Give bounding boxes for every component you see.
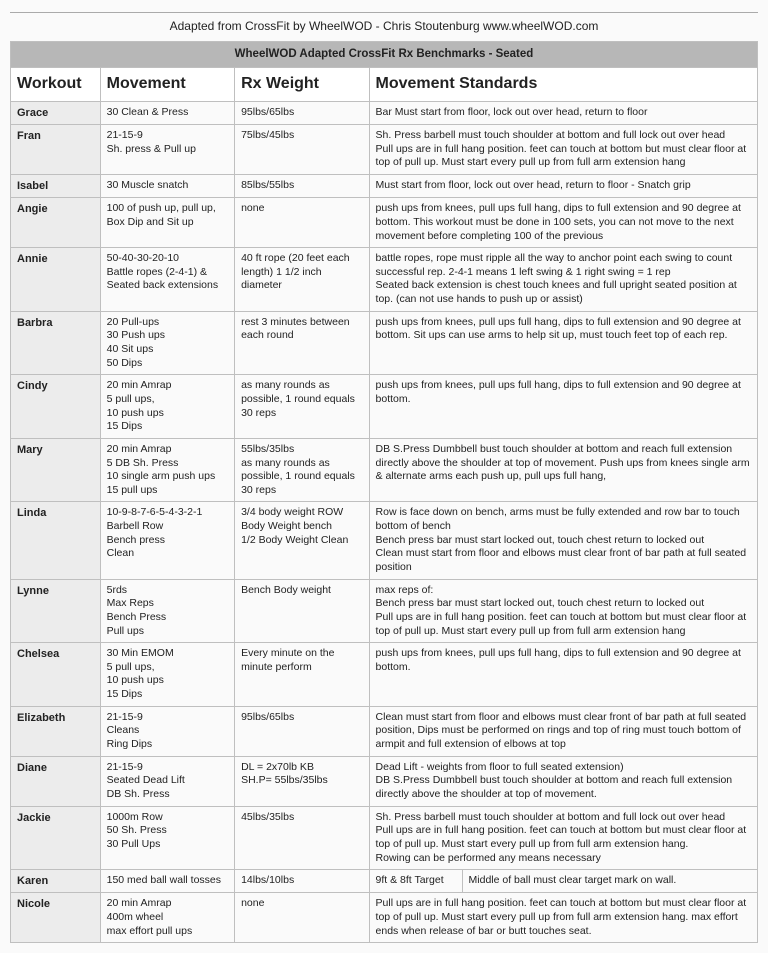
col-rx: Rx Weight (235, 67, 369, 101)
cell-movement: 50-40-30-20-10Battle ropes (2-4-1) & Sea… (100, 248, 234, 312)
cell-movement: 21-15-9CleansRing Dips (100, 706, 234, 756)
benchmarks-table: WheelWOD Adapted CrossFit Rx Benchmarks … (10, 41, 758, 943)
cell-movement: 20 min Amrap5 pull ups,10 push ups15 Dip… (100, 375, 234, 439)
cell-standards: Bar Must start from floor, lock out over… (369, 101, 757, 124)
col-movement: Movement (100, 67, 234, 101)
cell-movement: 20 min Amrap400m wheelmax effort pull up… (100, 893, 234, 943)
cell-standards-right: Middle of ball must clear target mark on… (463, 870, 683, 892)
cell-rx: 3/4 body weight ROWBody Weight bench1/2 … (235, 502, 369, 579)
cell-workout: Elizabeth (11, 706, 101, 756)
cell-rx: 85lbs/55lbs (235, 174, 369, 197)
cell-workout: Isabel (11, 174, 101, 197)
page-title: Adapted from CrossFit by WheelWOD - Chri… (10, 19, 758, 33)
cell-standards: Row is face down on bench, arms must be … (369, 502, 757, 579)
col-workout: Workout (11, 67, 101, 101)
cell-standards: push ups from knees, pull ups full hang,… (369, 198, 757, 248)
cell-movement: 100 of push up, pull up, Box Dip and Sit… (100, 198, 234, 248)
cell-standards: Must start from floor, lock out over hea… (369, 174, 757, 197)
cell-standards: Sh. Press barbell must touch shoulder at… (369, 806, 757, 870)
cell-rx: as many rounds as possible, 1 round equa… (235, 375, 369, 439)
cell-workout: Grace (11, 101, 101, 124)
cell-movement: 30 Min EMOM5 pull ups,10 push ups15 Dips (100, 643, 234, 707)
cell-movement: 30 Clean & Press (100, 101, 234, 124)
cell-rx: none (235, 198, 369, 248)
cell-workout: Annie (11, 248, 101, 312)
cell-movement: 21-15-9Seated Dead LiftDB Sh. Press (100, 756, 234, 806)
cell-rx: 40 ft rope (20 feet each length) 1 1/2 i… (235, 248, 369, 312)
cell-workout: Angie (11, 198, 101, 248)
cell-workout: Nicole (11, 893, 101, 943)
cell-rx: 55lbs/35lbsas many rounds as possible, 1… (235, 438, 369, 502)
cell-rx: rest 3 minutes between each round (235, 311, 369, 375)
cell-workout: Linda (11, 502, 101, 579)
cell-rx: DL = 2x70lb KBSH.P= 55lbs/35lbs (235, 756, 369, 806)
cell-standards: battle ropes, rope must ripple all the w… (369, 248, 757, 312)
table-row: Mary20 min Amrap5 DB Sh. Press10 single … (11, 438, 758, 502)
cell-workout: Fran (11, 125, 101, 175)
cell-workout: Barbra (11, 311, 101, 375)
table-row: Annie50-40-30-20-10Battle ropes (2-4-1) … (11, 248, 758, 312)
cell-rx: Every minute on the minute perform (235, 643, 369, 707)
cell-movement: 20 Pull-ups30 Push ups40 Sit ups50 Dips (100, 311, 234, 375)
table-row: Barbra20 Pull-ups30 Push ups40 Sit ups50… (11, 311, 758, 375)
cell-movement: 5rdsMax RepsBench PressPull ups (100, 579, 234, 643)
cell-workout: Jackie (11, 806, 101, 870)
table-banner: WheelWOD Adapted CrossFit Rx Benchmarks … (11, 42, 758, 68)
col-standards: Movement Standards (369, 67, 757, 101)
table-row: Grace30 Clean & Press95lbs/65lbsBar Must… (11, 101, 758, 124)
cell-standards: max reps of:Bench press bar must start l… (369, 579, 757, 643)
cell-standards: 9ft & 8ft TargetMiddle of ball must clea… (369, 870, 757, 893)
cell-workout: Diane (11, 756, 101, 806)
cell-rx: none (235, 893, 369, 943)
cell-standards: push ups from knees, pull ups full hang,… (369, 375, 757, 439)
cell-standards: Pull ups are in full hang position. feet… (369, 893, 757, 943)
table-row: Fran21-15-9Sh. press & Pull up75lbs/45lb… (11, 125, 758, 175)
table-row: Chelsea30 Min EMOM5 pull ups,10 push ups… (11, 643, 758, 707)
cell-workout: Cindy (11, 375, 101, 439)
cell-standards: Dead Lift - weights from floor to full s… (369, 756, 757, 806)
cell-movement: 20 min Amrap5 DB Sh. Press10 single arm … (100, 438, 234, 502)
table-row: Angie100 of push up, pull up, Box Dip an… (11, 198, 758, 248)
cell-standards-left: 9ft & 8ft Target (370, 870, 463, 892)
table-row: Linda10-9-8-7-6-5-4-3-2-1Barbell RowBenc… (11, 502, 758, 579)
cell-movement: 30 Muscle snatch (100, 174, 234, 197)
cell-standards: push ups from knees, pull ups full hang,… (369, 643, 757, 707)
cell-standards: DB S.Press Dumbbell bust touch shoulder … (369, 438, 757, 502)
cell-movement: 10-9-8-7-6-5-4-3-2-1Barbell RowBench pre… (100, 502, 234, 579)
table-row: Isabel30 Muscle snatch85lbs/55lbsMust st… (11, 174, 758, 197)
table-row: Diane21-15-9Seated Dead LiftDB Sh. Press… (11, 756, 758, 806)
cell-rx: 45lbs/35lbs (235, 806, 369, 870)
cell-workout: Mary (11, 438, 101, 502)
cell-standards: Clean must start from floor and elbows m… (369, 706, 757, 756)
cell-movement: 21-15-9Sh. press & Pull up (100, 125, 234, 175)
cell-rx: 75lbs/45lbs (235, 125, 369, 175)
cell-rx: 14lbs/10lbs (235, 870, 369, 893)
cell-rx: 95lbs/65lbs (235, 101, 369, 124)
table-row: Lynne5rdsMax RepsBench PressPull upsBenc… (11, 579, 758, 643)
cell-rx: Bench Body weight (235, 579, 369, 643)
cell-workout: Chelsea (11, 643, 101, 707)
cell-standards: Sh. Press barbell must touch shoulder at… (369, 125, 757, 175)
cell-rx: 95lbs/65lbs (235, 706, 369, 756)
table-row: Elizabeth21-15-9CleansRing Dips95lbs/65l… (11, 706, 758, 756)
cell-workout: Lynne (11, 579, 101, 643)
cell-movement: 150 med ball wall tosses (100, 870, 234, 893)
table-row: Cindy20 min Amrap5 pull ups,10 push ups1… (11, 375, 758, 439)
cell-workout: Karen (11, 870, 101, 893)
table-row: Nicole20 min Amrap400m wheelmax effort p… (11, 893, 758, 943)
cell-movement: 1000m Row50 Sh. Press30 Pull Ups (100, 806, 234, 870)
cell-standards: push ups from knees, pull ups full hang,… (369, 311, 757, 375)
table-row: Jackie1000m Row50 Sh. Press30 Pull Ups45… (11, 806, 758, 870)
table-row: Karen150 med ball wall tosses14lbs/10lbs… (11, 870, 758, 893)
